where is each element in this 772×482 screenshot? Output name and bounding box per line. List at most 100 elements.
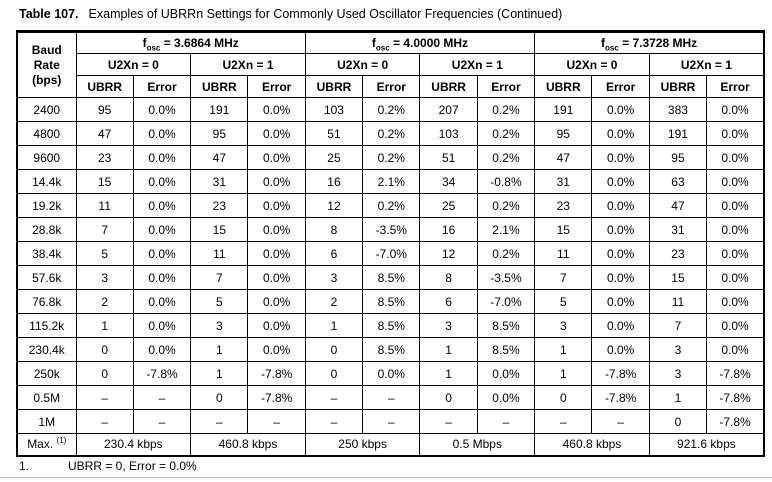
error-value-cell: 0.0% [591, 289, 650, 314]
error-value-cell: 0.0% [132, 145, 192, 170]
error-value-cell: 0.0% [247, 193, 306, 218]
ubrr-value-cell: 0 [75, 361, 134, 386]
ubrr-value-cell: 31 [190, 169, 249, 194]
u2x-header-g3-1: U2Xn = 1 [648, 53, 765, 76]
ubrr-value-cell: 3 [419, 313, 478, 338]
error-col-header: Error [476, 75, 536, 98]
ubrr-value-cell: 0 [75, 337, 134, 362]
ubrr-value-cell: 15 [190, 217, 249, 242]
error-value-cell: 0.2% [476, 193, 536, 218]
table-row: 28.8k 7 0.0% 15 0.0% 8 -3.5% 16 2.1% 15 0.0% 31 0.0% [16, 217, 765, 242]
ubrr-value-cell: – [75, 385, 134, 410]
fosc-header-3: fosc = 7.3728 MHz [534, 31, 765, 54]
ubrr-value-cell: 103 [304, 97, 364, 122]
error-value-cell: 0.0% [591, 337, 650, 362]
error-value-cell: 0.0% [706, 313, 765, 338]
ubrr-value-cell: 6 [304, 241, 364, 266]
error-value-cell: 0.0% [706, 265, 765, 290]
error-value-cell: 0.0% [591, 217, 650, 242]
ubrr-value-cell: 0 [190, 385, 249, 410]
error-col-header: Error [706, 75, 765, 98]
ubrr-value-cell: – [304, 385, 364, 410]
error-value-cell: 0.2% [476, 241, 536, 266]
error-value-cell: 0.0% [132, 97, 192, 122]
error-value-cell: 0.0% [591, 265, 650, 290]
ubrr-value-cell: 8 [419, 265, 478, 290]
baud-rate-header-line: (bps) [32, 72, 62, 87]
error-value-cell: 8.5% [476, 337, 536, 362]
ubrr-value-cell: 1 [75, 313, 134, 338]
ubrr-value-cell: 1 [648, 385, 708, 410]
ubrr-value-cell: 12 [419, 241, 478, 266]
baud-cell: 2400 [16, 97, 77, 122]
error-value-cell: – [132, 409, 192, 434]
ubrr-value-cell: 11 [648, 289, 708, 314]
error-value-cell: 0.0% [476, 385, 536, 410]
ubrr-value-cell: 0 [648, 409, 708, 434]
ubrr-value-cell: 1 [419, 361, 478, 386]
table-title-caption: Examples of UBRRn Settings for Commonly … [88, 7, 563, 21]
max-footnote-ref: (1) [56, 436, 67, 446]
max-value-cell: 230.4 kbps [75, 433, 192, 456]
ubrr-value-cell: 1 [190, 337, 249, 362]
error-value-cell: 0.0% [132, 121, 192, 146]
error-value-cell: 0.0% [132, 193, 192, 218]
error-value-cell: -7.8% [591, 385, 650, 410]
ubrr-value-cell: 31 [648, 217, 708, 242]
baud-cell: 0.5M [16, 385, 77, 410]
ubrr-value-cell: 3 [648, 337, 708, 362]
ubrr-value-cell: – [304, 409, 364, 434]
ubrr-value-cell: 47 [190, 145, 249, 170]
error-value-cell: 0.2% [476, 145, 536, 170]
ubrr-value-cell: 0 [534, 385, 593, 410]
baud-cell: 4800 [16, 121, 77, 146]
error-value-cell: -7.8% [132, 361, 192, 386]
baud-rate-header-line: Rate [33, 57, 60, 72]
error-value-cell: 0.0% [247, 145, 306, 170]
ubrr-value-cell: 3 [190, 313, 249, 338]
ubrr-col-header: UBRR [534, 75, 593, 98]
error-value-cell: 0.2% [362, 145, 421, 170]
baud-cell: 28.8k [16, 217, 77, 242]
ubrr-value-cell: 103 [419, 121, 478, 146]
error-value-cell: 0.2% [362, 193, 421, 218]
error-value-cell: 0.0% [132, 169, 192, 194]
ubrr-value-cell: 7 [648, 313, 708, 338]
ubrr-value-cell: 12 [304, 193, 364, 218]
baud-cell: 19.2k [16, 193, 77, 218]
ubrr-col-header: UBRR [648, 75, 708, 98]
ubrr-value-cell: 11 [75, 193, 134, 218]
ubrr-value-cell: 0 [304, 337, 364, 362]
ubrr-value-cell: 7 [534, 265, 593, 290]
error-value-cell: – [476, 409, 536, 434]
error-value-cell: – [362, 409, 421, 434]
error-value-cell: 0.0% [591, 97, 650, 122]
error-value-cell: -7.8% [706, 409, 765, 434]
error-value-cell: 0.0% [132, 313, 192, 338]
ubrr-value-cell: 5 [190, 289, 249, 314]
ubrr-settings-table: Baud Rate (bps) fosc = 3.6864 MHz fosc = 4.0… [16, 30, 765, 457]
max-value-cell: 460.8 kbps [190, 433, 306, 456]
error-value-cell: 0.0% [132, 289, 192, 314]
ubrr-value-cell: 95 [75, 97, 134, 122]
ubrr-value-cell: 3 [75, 265, 134, 290]
fosc-subscript: osc [375, 43, 390, 53]
error-value-cell: 0.0% [247, 337, 306, 362]
footnote: 1. UBRR = 0, Error = 0.0% [19, 459, 197, 473]
fosc-symbol: f [142, 36, 147, 50]
page-bottom-rule [0, 477, 772, 478]
max-label-cell: Max. (1) [16, 433, 77, 456]
ubrr-value-cell: 25 [304, 145, 364, 170]
fosc-value: = 4.0000 MHz [389, 36, 469, 50]
error-value-cell: 0.0% [132, 265, 192, 290]
ubrr-value-cell: 0 [304, 361, 364, 386]
baud-cell: 115.2k [16, 313, 77, 338]
error-value-cell: -7.0% [476, 289, 536, 314]
error-value-cell: 0.0% [247, 313, 306, 338]
ubrr-value-cell: 8 [304, 217, 364, 242]
baud-rate-header-line: Baud [31, 42, 62, 57]
ubrr-value-cell: 2 [75, 289, 134, 314]
ubrr-value-cell: 16 [419, 217, 478, 242]
table-row: 250k 0 -7.8% 1 -7.8% 0 0.0% 1 0.0% 1 -7.8% 3 -7.8% [16, 361, 765, 386]
ubrr-value-cell: 47 [648, 193, 708, 218]
